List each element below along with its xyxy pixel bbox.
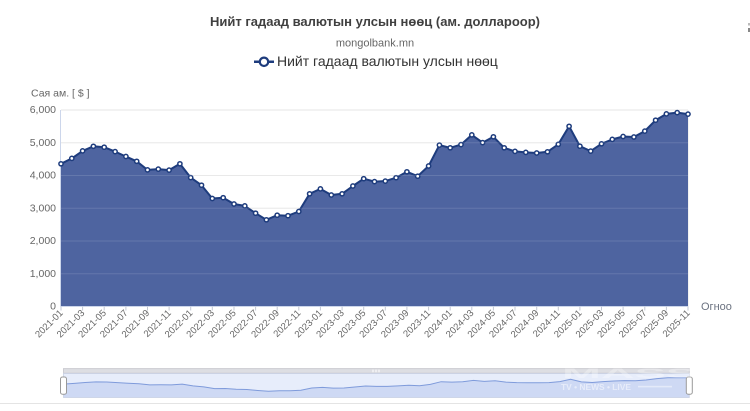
svg-text:5,000: 5,000 [30,137,56,149]
svg-text:TV • NEWS • LIVE: TV • NEWS • LIVE [561,382,631,392]
svg-text:1,000: 1,000 [30,268,56,280]
svg-text:MASS.ll: MASS.ll [562,365,736,381]
svg-text:Сая ам. [ $ ]: Сая ам. [ $ ] [31,88,90,100]
svg-text:0: 0 [50,301,56,313]
svg-text:Нийт гадаад валютын улсын нөөц: Нийт гадаад валютын улсын нөөц (ам. долл… [210,14,540,29]
svg-text:mongolbank.mn: mongolbank.mn [336,38,414,50]
svg-text:3,000: 3,000 [30,202,56,214]
svg-text:6,000: 6,000 [30,104,56,116]
svg-text:4,000: 4,000 [30,170,56,182]
svg-text:Огноо: Огноо [701,301,732,313]
svg-text:Нийт гадаад валютын улсын нөөц: Нийт гадаад валютын улсын нөөц [277,53,498,69]
svg-text:2,000: 2,000 [30,235,56,247]
